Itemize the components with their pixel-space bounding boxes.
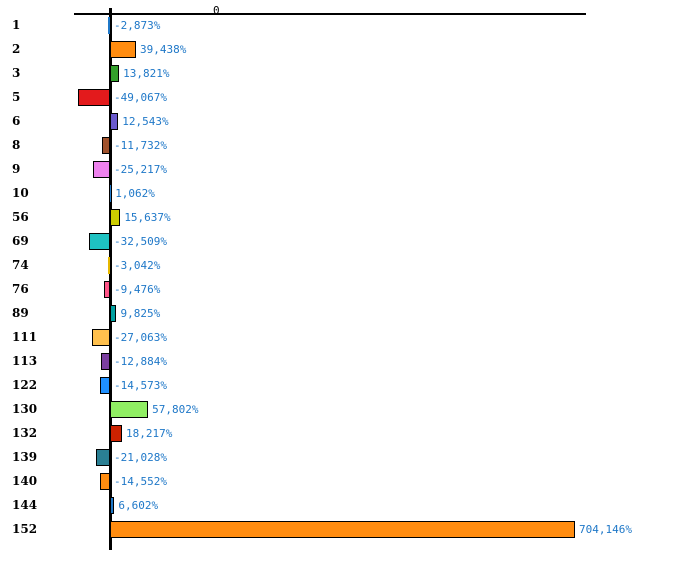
bar[interactable] bbox=[93, 161, 110, 178]
bar[interactable] bbox=[100, 473, 110, 490]
bar-category-label: 132 bbox=[12, 426, 38, 440]
bar[interactable] bbox=[107, 257, 110, 274]
bar-row: 5 -49,067% bbox=[0, 85, 700, 109]
bar-value-label: -14,573% bbox=[114, 379, 167, 392]
bar-value-label: 15,637% bbox=[124, 211, 171, 224]
bar-value-label: -49,067% bbox=[114, 91, 167, 104]
bar-row: 56 15,637% bbox=[0, 205, 700, 229]
bar-value-label: 12,543% bbox=[122, 115, 169, 128]
bar[interactable] bbox=[110, 497, 115, 514]
bar-value-label: -9,476% bbox=[114, 283, 161, 296]
bar-category-label: 8 bbox=[12, 138, 21, 152]
bar[interactable] bbox=[110, 41, 137, 58]
bar[interactable] bbox=[77, 89, 110, 106]
bar[interactable] bbox=[110, 65, 120, 82]
bar-category-label: 5 bbox=[12, 90, 21, 104]
bar-row: 2 39,438% bbox=[0, 37, 700, 61]
bar-value-label: 18,217% bbox=[126, 427, 173, 440]
bar-rows: 1 -2,873% 2 39,438% 3 13,821% 5 -49,067% 6 12,543… bbox=[0, 13, 700, 541]
bar-row: 1 -2,873% bbox=[0, 13, 700, 37]
bar-row: 76 -9,476% bbox=[0, 277, 700, 301]
bar-category-label: 2 bbox=[12, 42, 21, 56]
bar-row: 69 -32,509% bbox=[0, 229, 700, 253]
bar[interactable] bbox=[102, 137, 110, 154]
bar-row: 74 -3,042% bbox=[0, 253, 700, 277]
bar-category-label: 6 bbox=[12, 114, 21, 128]
bar-category-label: 140 bbox=[12, 474, 38, 488]
bar[interactable] bbox=[92, 329, 110, 346]
bar[interactable] bbox=[101, 353, 110, 370]
bar[interactable] bbox=[110, 209, 121, 226]
bar-value-label: -21,028% bbox=[114, 451, 167, 464]
bar-category-label: 76 bbox=[12, 282, 29, 296]
bar-row: 89 9,825% bbox=[0, 301, 700, 325]
bar-value-label: 9,825% bbox=[120, 307, 161, 320]
bar[interactable] bbox=[110, 305, 117, 322]
bar-category-label: 9 bbox=[12, 162, 21, 176]
bar-category-label: 56 bbox=[12, 210, 29, 224]
bar-value-label: -27,063% bbox=[114, 331, 167, 344]
bar-row: 3 13,821% bbox=[0, 61, 700, 85]
bar-category-label: 89 bbox=[12, 306, 29, 320]
bar[interactable] bbox=[96, 449, 110, 466]
bar-row: 10 1,062% bbox=[0, 181, 700, 205]
bar-value-label: 13,821% bbox=[123, 67, 170, 80]
bar-value-label: -14,552% bbox=[114, 475, 167, 488]
bar-value-label: -32,509% bbox=[114, 235, 167, 248]
bar-value-label: -3,042% bbox=[114, 259, 161, 272]
zero-axis-label: 0 bbox=[213, 4, 220, 17]
bar-row: 140 -14,552% bbox=[0, 469, 700, 493]
bar-row: 132 18,217% bbox=[0, 421, 700, 445]
bar[interactable] bbox=[110, 113, 119, 130]
bar-row: 130 57,802% bbox=[0, 397, 700, 421]
bar-category-label: 10 bbox=[12, 186, 29, 200]
bar-category-label: 69 bbox=[12, 234, 29, 248]
bar-value-label: 39,438% bbox=[140, 43, 187, 56]
bar[interactable] bbox=[88, 233, 110, 250]
top-axis-rule bbox=[74, 13, 586, 15]
bar-category-label: 152 bbox=[12, 522, 38, 536]
bar-value-label: -25,217% bbox=[114, 163, 167, 176]
bar-category-label: 3 bbox=[12, 66, 21, 80]
bar-value-label: 704,146% bbox=[579, 523, 632, 536]
bar-category-label: 122 bbox=[12, 378, 38, 392]
bar-row: 6 12,543% bbox=[0, 109, 700, 133]
zero-axis-line: 0 bbox=[109, 5, 220, 550]
bar-value-label: 57,802% bbox=[152, 403, 199, 416]
bar-category-label: 74 bbox=[12, 258, 29, 272]
bar[interactable] bbox=[108, 17, 110, 34]
bar-category-label: 113 bbox=[12, 354, 38, 368]
bar-row: 111 -27,063% bbox=[0, 325, 700, 349]
bar-value-label: 6,602% bbox=[118, 499, 159, 512]
bar-category-label: 1 bbox=[12, 18, 21, 32]
bar-value-label: -12,884% bbox=[114, 355, 167, 368]
bar-row: 9 -25,217% bbox=[0, 157, 700, 181]
bar[interactable] bbox=[103, 281, 110, 298]
bar-value-label: -2,873% bbox=[114, 19, 161, 32]
bar-row: 8 -11,732% bbox=[0, 133, 700, 157]
bar-value-label: -11,732% bbox=[114, 139, 167, 152]
bar-row: 113 -12,884% bbox=[0, 349, 700, 373]
bar[interactable] bbox=[110, 425, 123, 442]
bar-row: 139 -21,028% bbox=[0, 445, 700, 469]
bar[interactable] bbox=[110, 521, 575, 538]
bar-category-label: 139 bbox=[12, 450, 38, 464]
bar[interactable] bbox=[110, 401, 149, 418]
bar-category-label: 144 bbox=[12, 498, 38, 512]
bar-category-label: 111 bbox=[12, 330, 38, 344]
bar-row: 122 -14,573% bbox=[0, 373, 700, 397]
bar[interactable] bbox=[110, 185, 112, 202]
bar-row: 152 704,146% bbox=[0, 517, 700, 541]
bar[interactable] bbox=[100, 377, 110, 394]
bar-category-label: 130 bbox=[12, 402, 38, 416]
bar-row: 144 6,602% bbox=[0, 493, 700, 517]
bar-value-label: 1,062% bbox=[115, 187, 155, 200]
